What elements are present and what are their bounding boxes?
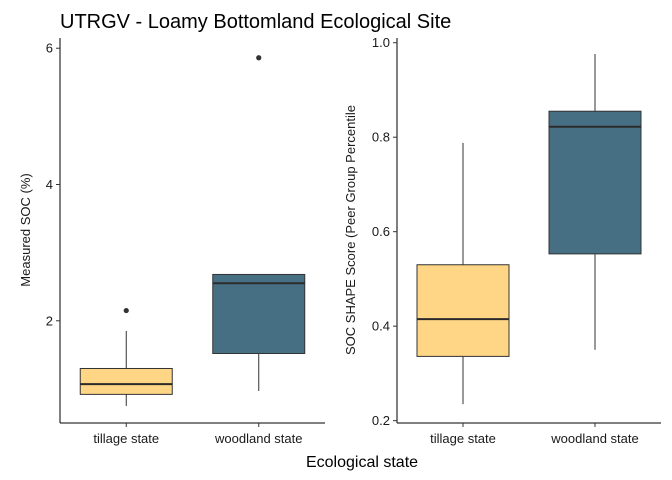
y-tick-label: 0.8 — [372, 130, 390, 145]
y-tick-label: 0.2 — [372, 413, 390, 428]
box-woodland-state — [548, 110, 642, 255]
y-tick-label: 2 — [46, 313, 53, 328]
outlier-point-woodland-state — [256, 55, 262, 61]
x-tick-label-woodland-state: woodland state — [550, 431, 638, 446]
y-tick-label: 6 — [46, 41, 53, 56]
x-tick-label-woodland-state: woodland state — [214, 431, 302, 446]
x-tick-label-tillage-state: tillage state — [430, 431, 496, 446]
box-woodland-state — [212, 273, 306, 354]
y-tick-label: 0.4 — [372, 319, 390, 334]
y-axis-title: Measured SOC (%) — [18, 173, 33, 286]
outlier-point-tillage-state — [123, 307, 129, 314]
box-tillage-state — [416, 264, 510, 357]
x-axis-title: Ecological state — [306, 454, 418, 471]
y-tick-label: 0.6 — [372, 224, 390, 239]
y-tick-label: 4 — [46, 177, 53, 192]
panel-soc-shape-score: 0.2 0.4 0.6 0.8 1.0 SOC SHAPE Score (Peer Gro… — [343, 35, 661, 446]
y-tick-label: 1.0 — [372, 35, 390, 50]
chart-title: UTRGV - Loamy Bottomland Ecological Site — [60, 11, 451, 33]
box-tillage-state — [79, 367, 173, 395]
y-axis-title: SOC SHAPE Score (Peer Group Percentile — [343, 105, 358, 355]
x-tick-label-tillage-state: tillage state — [93, 431, 159, 446]
panel-measured-soc: 2 4 6 Measured SOC (%) tillage state woodland… — [18, 38, 325, 446]
